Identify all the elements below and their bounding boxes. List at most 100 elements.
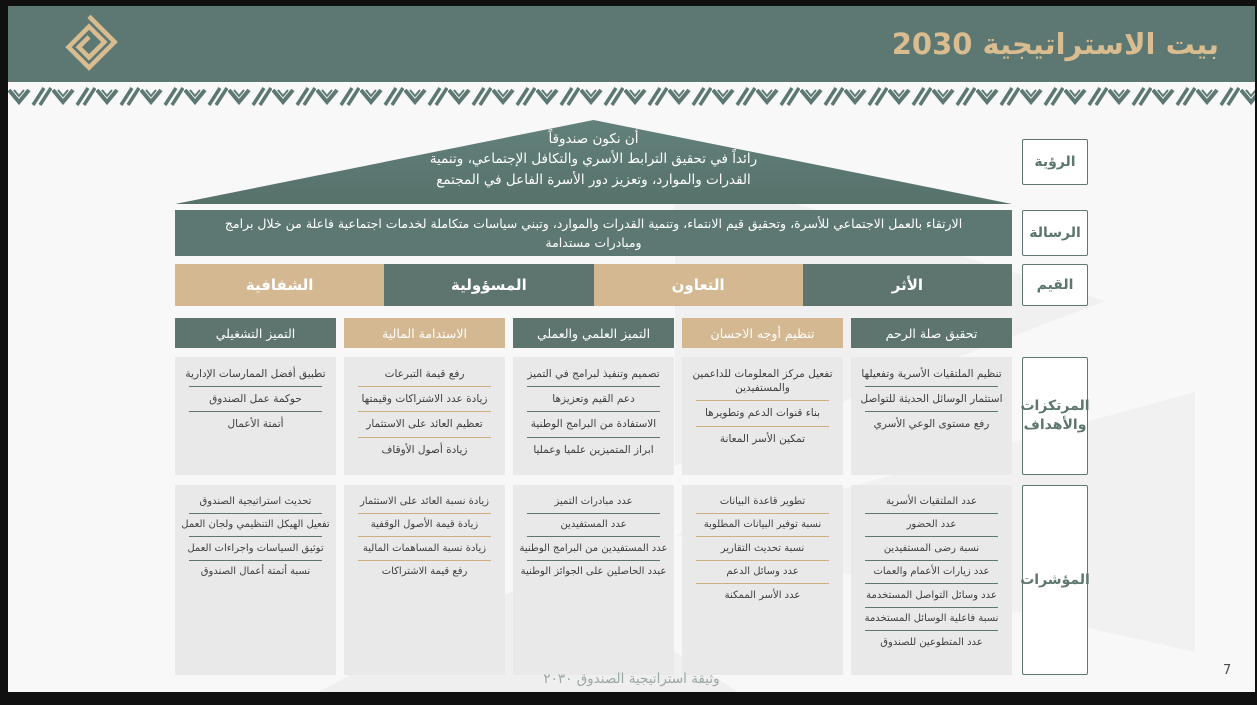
indicators-list: عدد الملتقيات الأسرية عدد الحضور نسبة رضى … — [175, 485, 1012, 675]
goal-item: زيادة أصول الأوقاف — [381, 443, 468, 456]
separator — [189, 512, 322, 514]
separator — [358, 536, 491, 537]
indicator-item: عدد مبادرات التميز — [554, 495, 633, 507]
separator — [527, 512, 660, 514]
separator — [189, 386, 322, 388]
pillars-goals-label: المرتكزات والأهداف — [1020, 357, 1090, 475]
strategy-house: الرؤية أن نكون صندوقاً رائداً في تحقيق ا… — [175, 120, 1090, 675]
goal-item: الاستفادة من البرامج الوطنية — [530, 418, 657, 431]
goals-row: المرتكزات والأهداف تنظيم الملتقيات الأسر… — [175, 357, 1090, 475]
separator — [865, 411, 998, 413]
separator — [527, 411, 660, 413]
goal-item: تصميم وتنفيذ لبرامج في التميز — [527, 368, 660, 380]
indicator-item: توثيق السياسات واجراءات العمل — [187, 542, 324, 554]
indicator-item: نسبة رضى المستفيدين — [883, 542, 980, 554]
indicator-item: عدد الحضور — [906, 519, 957, 530]
indicator-item: زيادة نسبة المساهمات المالية — [362, 542, 487, 554]
indicator-item: نسبة توفير البيانات المطلوبة — [703, 519, 822, 530]
separator — [696, 583, 829, 584]
separator — [865, 536, 998, 537]
label-spacer — [1022, 318, 1088, 348]
goals-box: تنظيم الملتقيات الأسرية وتفعيلها استثمار … — [851, 357, 1012, 475]
vision-text: أن نكون صندوقاً رائداً في تحقيق الترابط … — [175, 120, 1012, 204]
goals-box: تطبيق أفضل الممارسات الإدارية حوكمة عمل ا… — [175, 357, 336, 475]
pillar-header: تحقيق صلة الرحم — [851, 318, 1012, 348]
separator — [696, 512, 829, 514]
indicator-item: زيادة قيمة الأصول الوقفية — [370, 519, 479, 530]
value-box: التعاون — [593, 264, 803, 306]
indicator-item: نسبة فاعلية الوسائل المستخدمة — [864, 613, 999, 624]
separator — [189, 536, 322, 537]
footer-doc-title: وثيقة استراتيجية الصندوق ٢٠٣٠ — [543, 671, 720, 687]
vision-row: الرؤية أن نكون صندوقاً رائداً في تحقيق ا… — [175, 120, 1088, 204]
indicator-item: نسبة تحديث التقارير — [720, 542, 805, 554]
indicator-item: عدد وسائل الدعم — [726, 566, 799, 577]
goal-item: أتمتة الأعمال — [227, 418, 284, 431]
indicator-item: عدد المتطوعين للصندوق — [880, 636, 983, 648]
vision-line: رائداً في تحقيق الترابط الأسري والتكافل … — [429, 151, 758, 168]
separator — [696, 559, 829, 561]
pillar-header: التميز التشغيلي — [175, 318, 336, 348]
mission-label: الرسالة — [1022, 210, 1088, 256]
separator — [358, 559, 491, 561]
indicator-item: عدد الأسر الممكنة — [724, 589, 801, 601]
indicator-item: نسبة أتمتة أعمال الصندوق — [200, 566, 311, 577]
indicators-box: عدد الملتقيات الأسرية عدد الحضور نسبة رضى … — [851, 485, 1012, 675]
indicators-box: تطوير قاعدة البيانات نسبة توفير البيانات … — [682, 485, 843, 675]
goal-item: تمكين الأسر المعانة — [719, 432, 806, 445]
header-bar: بيت الاستراتيجية 2030 — [8, 6, 1255, 82]
indicator-item: عدد المستفيدين من البرامج الوطنية — [519, 542, 668, 554]
pillar-headers-list: تحقيق صلة الرحم تنظيم أوجه الاحسان التميز … — [175, 318, 1012, 348]
value-box: الأثر — [802, 264, 1012, 306]
indicators-box: زيادة نسبة العائد على الاستثمار زيادة قيم… — [344, 485, 505, 675]
vision-line: القدرات والموارد، وتعزيز دور الأسرة الفا… — [436, 171, 751, 188]
indicators-label: المؤشرات — [1020, 485, 1090, 675]
goals-box: رفع قيمة التبرعات زيادة عدد الاشتراكات وق… — [344, 357, 505, 475]
page-number: 7 — [1223, 663, 1232, 678]
goal-item: ابراز المتميزين علميا وعمليا — [533, 443, 654, 456]
values-row: القيم الأثر التعاون المسؤولية الشفافية — [175, 264, 1088, 306]
zigzag-pattern — [8, 87, 1255, 107]
pillar-headers-row: تحقيق صلة الرحم تنظيم أوجه الاحسان التميز … — [175, 318, 1088, 348]
vision-label: الرؤية — [1022, 139, 1088, 185]
values-label: القيم — [1022, 264, 1088, 306]
goal-item: دعم القيم وتعزيزها — [552, 393, 635, 406]
separator — [189, 559, 322, 561]
separator — [527, 536, 660, 537]
separator — [696, 425, 829, 427]
separator — [358, 411, 491, 413]
separator — [865, 583, 998, 584]
separator — [527, 559, 660, 561]
value-box: المسؤولية — [384, 264, 594, 306]
separator — [696, 400, 829, 402]
indicator-item: عدد المستفيدين — [560, 519, 627, 530]
separator — [527, 386, 660, 388]
separator — [358, 436, 491, 438]
indicator-item: تحديث استراتيجية الصندوق — [199, 495, 312, 507]
separator — [865, 559, 998, 561]
vision-line: أن نكون صندوقاً — [548, 131, 639, 147]
mission-text: الارتقاء بالعمل الاجتماعي للأسرة، وتحقيق… — [175, 210, 1012, 256]
pillar-header: تنظيم أوجه الاحسان — [682, 318, 843, 348]
indicator-item: تفعيل الهيكل التنظيمي ولجان العمل — [181, 519, 330, 530]
separator — [358, 512, 491, 514]
goals-list: تنظيم الملتقيات الأسرية وتفعيلها استثمار … — [175, 357, 1012, 475]
separator — [865, 606, 998, 608]
goals-box: تفعيل مركز المعلومات للداعمين والمستفيدي… — [682, 357, 843, 475]
vision-triangle: أن نكون صندوقاً رائداً في تحقيق الترابط … — [175, 120, 1012, 204]
mission-row: الرسالة الارتقاء بالعمل الاجتماعي للأسرة… — [175, 210, 1088, 256]
goal-item: حوكمة عمل الصندوق — [209, 393, 302, 406]
goal-item: رفع قيمة التبرعات — [384, 368, 465, 380]
goal-item: بناء قنوات الدعم وتطويرها — [704, 407, 821, 420]
goals-box: تصميم وتنفيذ لبرامج في التميز دعم القيم و… — [513, 357, 674, 475]
separator — [527, 436, 660, 438]
goal-item: زيادة عدد الاشتراكات وقيمتها — [361, 393, 488, 406]
separator — [189, 411, 322, 413]
pillar-header: التميز العلمي والعملي — [513, 318, 674, 348]
indicator-item: زيادة نسبة العائد على الاستثمار — [359, 495, 490, 507]
goal-item: استثمار الوسائل الحديثة للتواصل — [860, 393, 1003, 406]
separator — [865, 630, 998, 631]
indicator-item: تطوير قاعدة البيانات — [719, 495, 806, 507]
goal-item: تعظيم العائد على الاستثمار — [366, 418, 483, 431]
